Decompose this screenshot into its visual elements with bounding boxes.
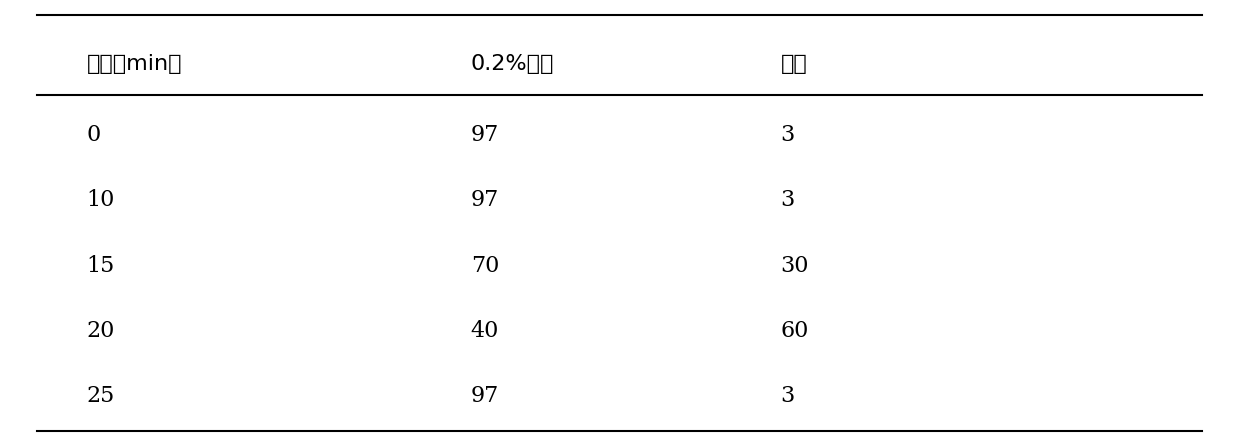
Text: 0: 0 xyxy=(87,124,102,146)
Text: 70: 70 xyxy=(471,255,499,277)
Text: 乙腕: 乙腕 xyxy=(781,54,808,74)
Text: 15: 15 xyxy=(87,255,115,277)
Text: 0.2%甲酸: 0.2%甲酸 xyxy=(471,54,554,74)
Text: 25: 25 xyxy=(87,385,115,408)
Text: 60: 60 xyxy=(781,320,809,342)
Text: 3: 3 xyxy=(781,124,795,146)
Text: 3: 3 xyxy=(781,189,795,211)
Text: 30: 30 xyxy=(781,255,809,277)
Text: 40: 40 xyxy=(471,320,499,342)
Text: 时间（min）: 时间（min） xyxy=(87,54,182,74)
Text: 97: 97 xyxy=(471,385,499,408)
Text: 97: 97 xyxy=(471,189,499,211)
Text: 20: 20 xyxy=(87,320,115,342)
Text: 3: 3 xyxy=(781,385,795,408)
Text: 97: 97 xyxy=(471,124,499,146)
Text: 10: 10 xyxy=(87,189,115,211)
